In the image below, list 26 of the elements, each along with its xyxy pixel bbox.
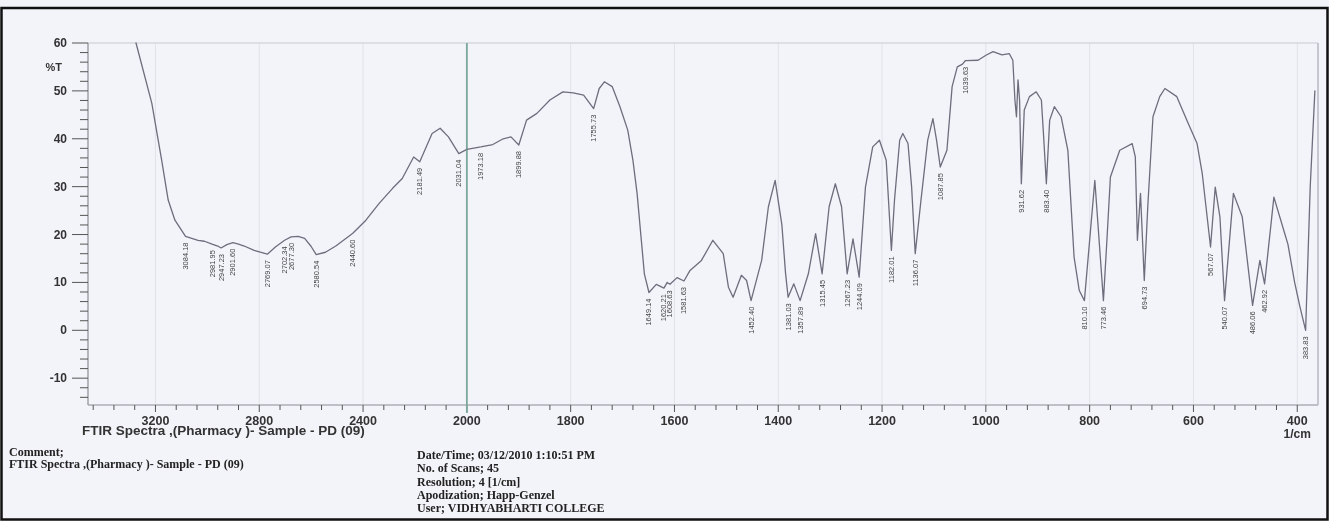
x-tick-label: 600 bbox=[1183, 414, 1204, 428]
x-tick-label: 1800 bbox=[556, 414, 585, 428]
y-tick-label: 10 bbox=[53, 275, 68, 290]
x-tick-label: 1400 bbox=[764, 414, 793, 428]
y-tick-label: 60 bbox=[53, 36, 68, 50]
text: Date/Time; 03/12/2010 1:10:51 PM bbox=[417, 448, 596, 462]
text: FTIR Spectra ,(Pharmacy )- Sample - PD (09) bbox=[9, 457, 244, 471]
text: Comment; bbox=[9, 445, 64, 459]
text: User; VIDHYABHARTI COLLEGE bbox=[417, 501, 605, 516]
x-tick-label: 1000 bbox=[971, 414, 1000, 428]
text: No. of Scans; 45 bbox=[417, 461, 500, 476]
y-tick-label: 20 bbox=[53, 227, 68, 242]
x-tick-label: 1200 bbox=[868, 414, 896, 428]
y-axis-title: %T bbox=[45, 61, 63, 73]
text: Resolution; 4 [1/cm] bbox=[417, 474, 521, 489]
x-tick-label: 2000 bbox=[452, 414, 481, 428]
x-tick-label: 400 bbox=[1286, 414, 1308, 428]
y-tick-label: 30 bbox=[53, 179, 68, 194]
x-axis-title: 1/cm bbox=[1283, 427, 1311, 441]
x-tick-label: 1600 bbox=[660, 414, 689, 428]
y-tick-label: 0 bbox=[60, 323, 68, 338]
y-tick-label: 40 bbox=[53, 131, 68, 146]
x-tick-label: 800 bbox=[1079, 414, 1101, 428]
y-tick-label: -10 bbox=[49, 371, 68, 386]
y-tick-label: 50 bbox=[53, 83, 68, 98]
text: Apodization; Happ-Genzel bbox=[417, 487, 556, 502]
